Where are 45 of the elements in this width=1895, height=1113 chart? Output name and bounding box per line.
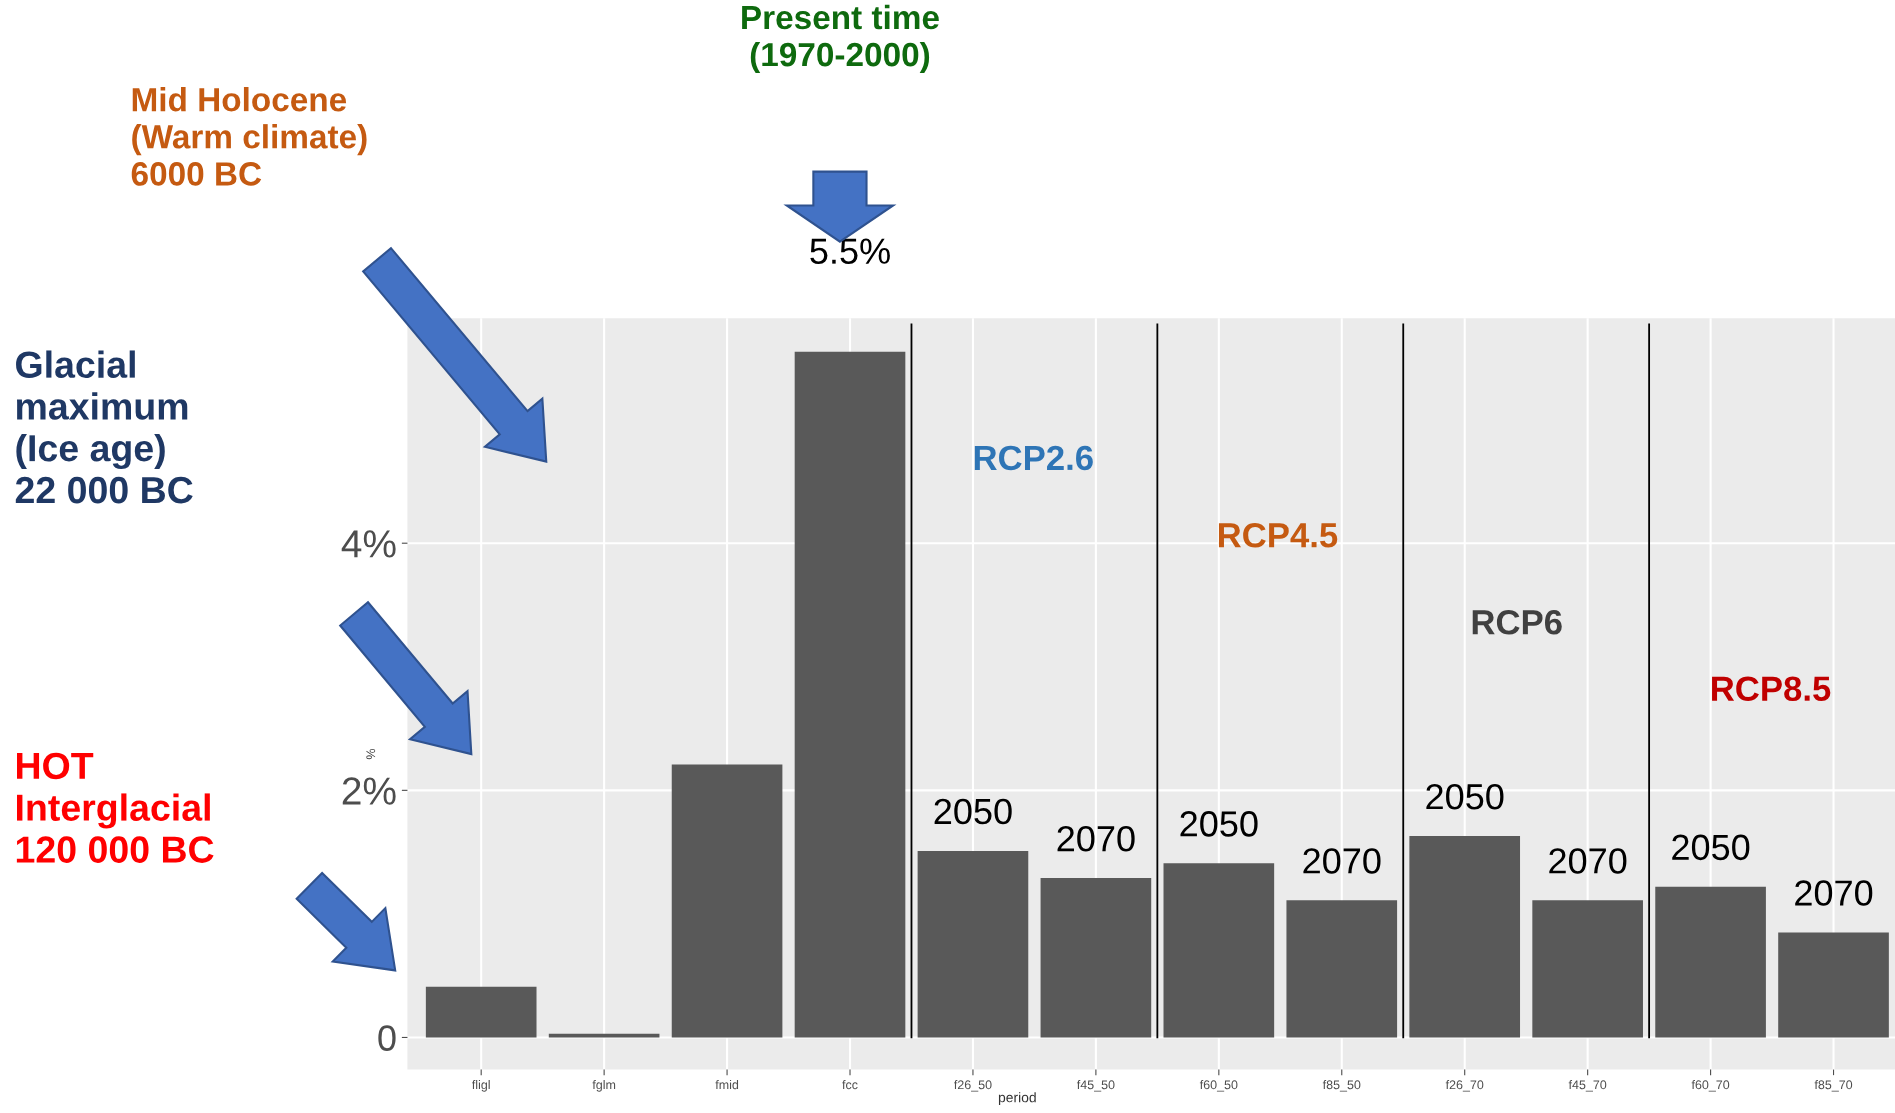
text: Glacial maximum (Ice age) 22 000 BC (15, 350, 193, 504)
bar (917, 850, 1029, 1038)
y-axis-title: % (366, 748, 376, 760)
x-tick-label: f26_70 (1445, 1080, 1484, 1092)
text: Present time (1970-2000) (742, 4, 939, 74)
bar (671, 764, 783, 1038)
bar (1163, 863, 1275, 1038)
bar (1286, 900, 1398, 1038)
bar (1409, 836, 1521, 1038)
y-tick-label: 2% (342, 777, 396, 805)
annotation: 2050 (1180, 811, 1258, 837)
x-tick-label: f85_50 (1322, 1080, 1361, 1092)
annotation: 2070 (1549, 848, 1627, 874)
annotation: 2070 (1057, 825, 1135, 852)
x-tick-label: fglm (592, 1080, 616, 1092)
x-tick-label: f60_70 (1691, 1080, 1730, 1092)
bar (1532, 900, 1643, 1038)
annotation: RCP4.5 (1218, 522, 1338, 548)
x-tick-label: fmid (715, 1080, 739, 1090)
annotation: 2050 (1426, 783, 1504, 810)
x-tick-label: f85_70 (1814, 1080, 1853, 1092)
bar (1655, 886, 1766, 1038)
text: Mid Holocene (Warm climate) 6000 BC (131, 87, 367, 186)
bar (1040, 878, 1152, 1038)
annotation: 5.5% (810, 238, 890, 264)
x-tick-label: f26_50 (954, 1080, 992, 1092)
x-tick-label: fcc (842, 1080, 858, 1090)
y-tick-label: 0 (378, 1025, 396, 1051)
annotation: RCP6 (1472, 609, 1562, 635)
x-tick-label: f60_50 (1199, 1080, 1238, 1092)
x-tick-label: fligl (471, 1080, 490, 1092)
x-axis-title: period (998, 1092, 1036, 1106)
annotation: 2070 (1303, 848, 1381, 874)
annotation: RCP2.6 (974, 445, 1093, 471)
y-tick-label: 4% (341, 530, 396, 558)
annotation: 2050 (1672, 834, 1750, 861)
bar (425, 986, 537, 1038)
annotation: RCP8.5 (1712, 676, 1831, 702)
annotation: 2050 (934, 798, 1012, 825)
annotation: 2070 (1795, 880, 1873, 906)
x-tick-label: f45_50 (1076, 1080, 1115, 1092)
bar (1778, 932, 1889, 1038)
bar (794, 351, 906, 1038)
x-tick-label: f45_70 (1568, 1080, 1607, 1092)
text: HOT Interglacial 120 000 BC (16, 752, 214, 863)
